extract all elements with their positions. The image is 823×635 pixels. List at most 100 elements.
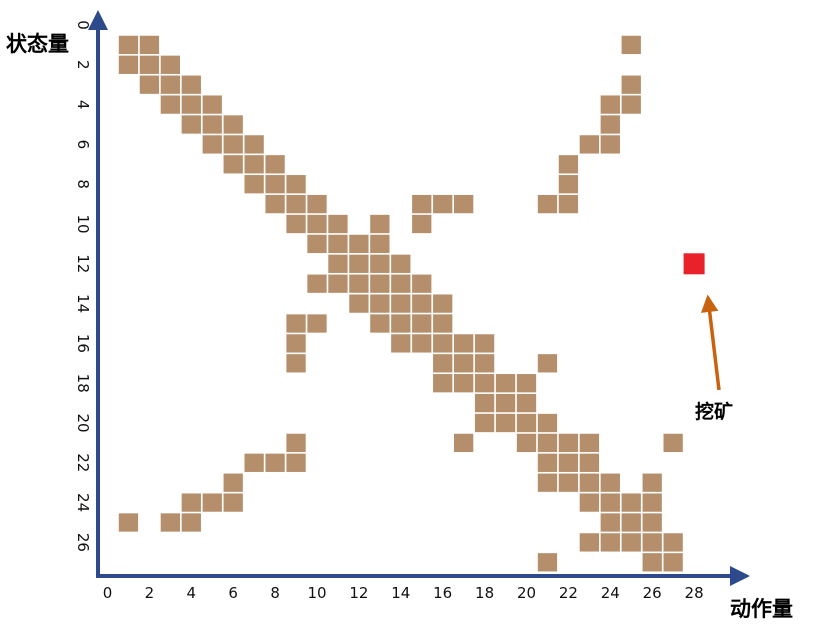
x-tick-label: 8 [270, 584, 280, 602]
heatmap-cell [557, 153, 580, 175]
heatmap-cell [410, 213, 433, 235]
heatmap-cell [620, 532, 643, 553]
heatmap-cell [138, 54, 161, 76]
heatmap-cell [348, 253, 370, 275]
heatmap-cell [473, 352, 496, 374]
heatmap-cell [159, 512, 182, 533]
heatmap-cell [180, 74, 203, 96]
heatmap-cell [180, 94, 203, 115]
heatmap-cell [452, 372, 475, 394]
heatmap-cell [138, 34, 161, 56]
heatmap-cell [369, 313, 391, 334]
y-tick-label: 2 [74, 60, 92, 70]
y-axis-title: 状态量 [6, 32, 69, 56]
heatmap-cell [159, 94, 182, 115]
heatmap-cell [641, 551, 664, 573]
heatmap-cell [389, 333, 412, 354]
heatmap-cell [306, 273, 328, 295]
heatmap-cell [285, 193, 307, 215]
y-tick-label: 14 [74, 294, 92, 313]
heatmap-cell [662, 551, 685, 573]
heatmap-cell [620, 74, 643, 96]
heatmap-cell [369, 253, 391, 275]
heatmap-cell [306, 213, 328, 235]
marked-cell-layer [683, 253, 705, 275]
heatmap-cell [327, 253, 349, 275]
x-tick-label: 18 [475, 584, 494, 602]
heatmap-cell [285, 313, 307, 334]
x-tick-label: 16 [433, 584, 452, 602]
x-tick-label: 22 [559, 584, 578, 602]
heatmap-cell [641, 492, 664, 513]
heatmap-cell [327, 213, 349, 235]
y-tick-label: 18 [74, 374, 92, 393]
heatmap-cell [306, 193, 328, 215]
y-tick-label: 4 [74, 100, 92, 110]
heatmap-cell [201, 94, 224, 115]
heatmap-cell [369, 293, 391, 314]
heatmap-cell [452, 432, 475, 454]
heatmap-cell [662, 432, 685, 454]
heatmap-cell [264, 452, 286, 474]
heatmap-cell [494, 372, 517, 394]
heatmap-cell [578, 472, 601, 494]
heatmap-cell [662, 532, 685, 553]
heatmap-cell [578, 432, 601, 454]
heatmap-cell [599, 114, 622, 135]
heatmap-cell [536, 352, 559, 374]
heatmap-cell [557, 173, 580, 195]
heatmap-cell [452, 193, 475, 215]
heatmap-cell [117, 54, 140, 76]
y-tick-label: 12 [74, 254, 92, 273]
y-tick-label: 6 [74, 140, 92, 150]
heatmap-cell [410, 293, 433, 314]
heatmap-cell [222, 134, 245, 155]
x-tick-label: 20 [517, 584, 536, 602]
heatmap-cell [620, 492, 643, 513]
x-tick-label: 28 [685, 584, 704, 602]
heatmap-cell [431, 313, 454, 334]
heatmap-cell [620, 34, 643, 56]
heatmap-cell [431, 333, 454, 354]
heatmap-cell [159, 54, 182, 76]
heatmap-cell [159, 74, 182, 96]
heatmap-cell [389, 253, 412, 275]
heatmap-cell [452, 333, 475, 354]
heatmap-cell [599, 134, 622, 155]
heatmap-cell [515, 412, 538, 434]
heatmap-cell [389, 313, 412, 334]
heatmap-cell [348, 273, 370, 295]
heatmap-cell [473, 392, 496, 414]
y-tick-label: 16 [74, 334, 92, 353]
heatmap-cell [515, 392, 538, 414]
heatmap-cell [264, 173, 286, 195]
heatmap-cell [243, 452, 265, 474]
annotation-arrow [700, 294, 721, 391]
heatmap-cell [557, 193, 580, 215]
heatmap-cell [431, 372, 454, 394]
heatmap-cell [389, 293, 412, 314]
heatmap-cell [201, 492, 224, 513]
heatmap-cell [431, 193, 454, 215]
heatmap-cell [473, 333, 496, 354]
heatmap-cell [327, 233, 349, 255]
marked-cell [683, 253, 705, 275]
heatmap-cell [201, 114, 224, 135]
heatmap-cell [494, 412, 517, 434]
heatmap-cell [557, 472, 580, 494]
heatmap-cell [306, 233, 328, 255]
heatmap-cell [285, 452, 307, 474]
heatmap-cell [222, 492, 245, 513]
heatmap-cell [201, 134, 224, 155]
heatmap-cell [536, 551, 559, 573]
y-tick-label: 26 [74, 533, 92, 552]
heatmap-cell [641, 512, 664, 533]
heatmap-cell [264, 153, 286, 175]
heatmap-cell [117, 34, 140, 56]
heatmap-cell [536, 412, 559, 434]
heatmap-cell [452, 352, 475, 374]
heatmap-cell [264, 193, 286, 215]
heatmap-cell [285, 432, 307, 454]
heatmap-cell [620, 512, 643, 533]
